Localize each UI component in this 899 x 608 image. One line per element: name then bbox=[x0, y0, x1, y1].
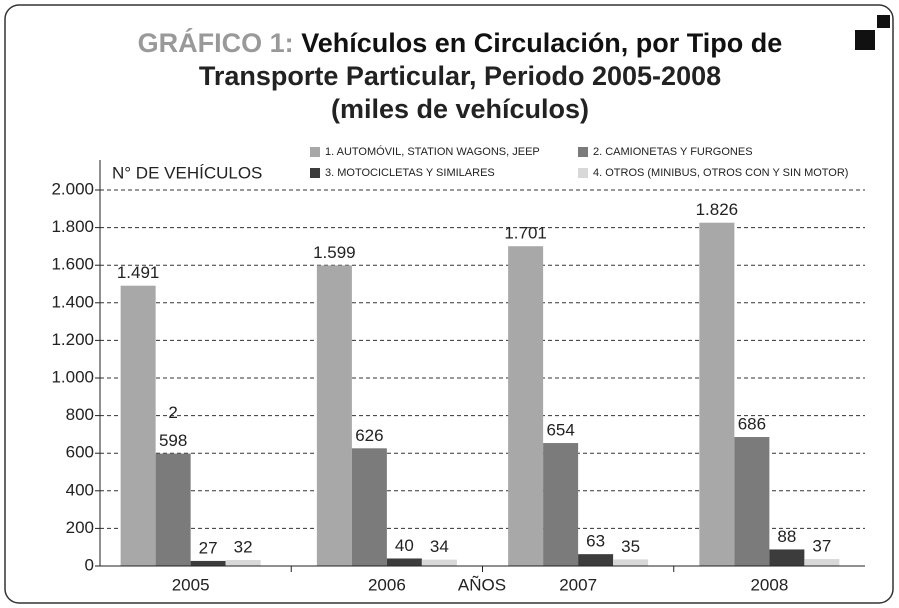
value-label: 626 bbox=[355, 426, 383, 445]
y-tick-label: 1.400 bbox=[51, 292, 94, 311]
bar bbox=[386, 558, 422, 566]
legend-swatch bbox=[310, 168, 320, 178]
chart-title: GRÁFICO 1: Vehículos en Circulación, por… bbox=[138, 27, 783, 58]
legend-label: 3. MOTOCICLETAS Y SIMILARES bbox=[325, 167, 495, 179]
value-label: 88 bbox=[777, 527, 796, 546]
y-tick-label: 1.800 bbox=[51, 217, 94, 236]
corner-square bbox=[877, 15, 890, 28]
title-label: GRÁFICO 1: bbox=[138, 27, 294, 58]
y-tick-label: 800 bbox=[66, 405, 94, 424]
value-label: 37 bbox=[812, 537, 831, 556]
bar bbox=[699, 222, 735, 566]
y-tick-label: 2.000 bbox=[51, 179, 94, 198]
bar bbox=[508, 246, 544, 566]
legend-swatch bbox=[578, 168, 588, 178]
bar bbox=[225, 559, 261, 566]
bar bbox=[421, 559, 457, 566]
legend-label: 2. CAMIONETAS Y FURGONES bbox=[593, 146, 753, 158]
x-tick-label: 2007 bbox=[559, 575, 597, 594]
bar bbox=[769, 549, 805, 566]
y-tick-label: 400 bbox=[66, 480, 94, 499]
value-label: 40 bbox=[395, 536, 414, 555]
bar bbox=[543, 443, 579, 566]
legend-label: 4. OTROS (MINIBUS, OTROS CON Y SIN MOTOR… bbox=[593, 167, 848, 179]
bar bbox=[734, 437, 770, 566]
value-label: 27 bbox=[199, 538, 218, 557]
x-tick-label: 2008 bbox=[750, 575, 788, 594]
title-line: Vehículos en Circulación, por Tipo de bbox=[301, 28, 782, 58]
y-tick-label: 1.600 bbox=[51, 255, 94, 274]
x-tick-label: 2005 bbox=[172, 575, 210, 594]
legend-swatch bbox=[578, 147, 588, 157]
y-tick-label: 0 bbox=[85, 555, 94, 574]
value-label: 35 bbox=[621, 537, 640, 556]
value-label: 1.701 bbox=[504, 224, 547, 243]
bar bbox=[155, 453, 191, 566]
x-tick-label: 2006 bbox=[368, 575, 406, 594]
bar bbox=[613, 559, 649, 566]
title-line: Transporte Particular, Periodo 2005-2008 bbox=[199, 61, 721, 91]
value-label: 598 bbox=[159, 431, 187, 450]
value-label: 34 bbox=[430, 537, 449, 556]
x-axis-label: AÑOS bbox=[458, 575, 506, 594]
annotation: 2 bbox=[168, 403, 177, 422]
bar bbox=[316, 265, 352, 566]
bar bbox=[804, 559, 840, 566]
value-label: 1.599 bbox=[313, 243, 356, 262]
bar bbox=[120, 285, 156, 566]
value-label: 32 bbox=[234, 537, 253, 556]
y-tick-label: 600 bbox=[66, 443, 94, 462]
chart-subtitle: (miles de vehículos) bbox=[331, 94, 589, 124]
value-label: 1.491 bbox=[117, 263, 160, 282]
legend-label: 1. AUTOMÓVIL, STATION WAGONS, JEEP bbox=[325, 145, 540, 158]
value-label: 63 bbox=[586, 532, 605, 551]
y-tick-label: 200 bbox=[66, 518, 94, 537]
y-axis-label: N° DE VEHÍCULOS bbox=[112, 163, 262, 182]
y-tick-label: 1.000 bbox=[51, 367, 94, 386]
y-tick-label: 1.200 bbox=[51, 330, 94, 349]
legend-swatch bbox=[310, 147, 320, 157]
corner-square bbox=[855, 30, 875, 50]
value-label: 654 bbox=[546, 421, 574, 440]
value-label: 686 bbox=[738, 415, 766, 434]
bar bbox=[351, 448, 387, 566]
value-label: 1.826 bbox=[696, 200, 739, 219]
bar bbox=[578, 554, 614, 566]
bar bbox=[190, 560, 226, 566]
